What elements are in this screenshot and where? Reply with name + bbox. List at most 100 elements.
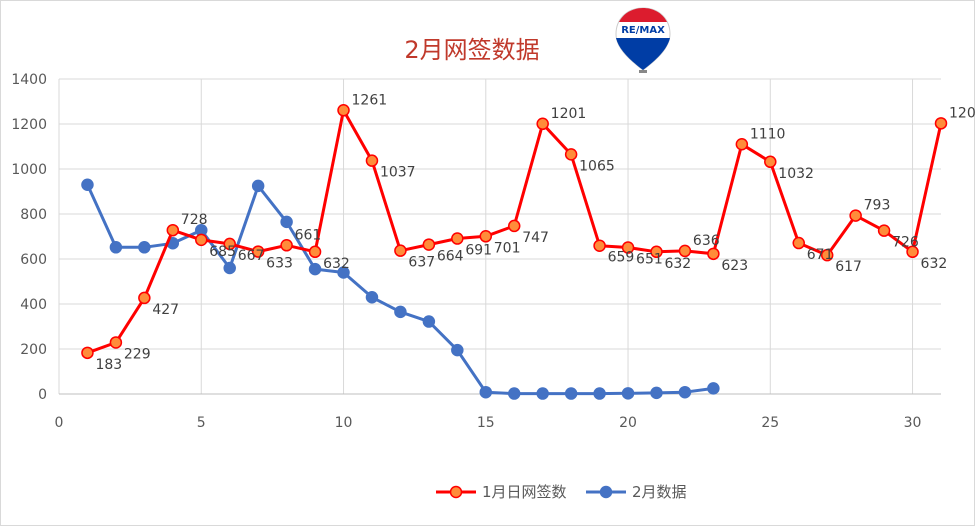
chart-title: 2月网签数据 <box>404 36 539 64</box>
data-point <box>138 291 151 305</box>
data-point <box>109 336 123 349</box>
y-tick-label: 400 <box>20 297 47 313</box>
x-tick-label: 15 <box>477 415 495 431</box>
data-point <box>451 343 464 357</box>
data-label: 637 <box>408 255 435 271</box>
data-label: 1110 <box>750 126 786 142</box>
data-point <box>536 117 549 131</box>
data-label: 623 <box>721 258 748 274</box>
data-point <box>593 239 606 252</box>
data-label: 661 <box>295 227 322 243</box>
data-label: 701 <box>494 240 521 256</box>
x-tick-label: 10 <box>335 415 353 431</box>
remax-balloon-logo: RE/MAX <box>615 7 671 73</box>
logo-lettering: RE/MAX <box>621 25 665 36</box>
data-label: 636 <box>693 233 720 249</box>
data-point <box>280 215 293 229</box>
data-point <box>621 241 635 254</box>
data-label: 617 <box>835 259 862 275</box>
legend: 1月日网签数 2月数据 <box>436 483 687 501</box>
data-label: 664 <box>437 249 464 265</box>
x-tick-label: 20 <box>619 415 637 431</box>
data-label: 1203 <box>949 105 975 121</box>
data-point <box>195 233 208 247</box>
legend-marker <box>599 485 613 499</box>
legend-label: 2月数据 <box>632 483 687 501</box>
data-point <box>138 241 151 254</box>
data-label: 1037 <box>380 165 416 181</box>
legend-marker <box>449 485 463 499</box>
data-point <box>337 104 350 117</box>
data-point <box>820 248 834 262</box>
data-point <box>678 244 692 258</box>
data-point <box>308 262 322 276</box>
data-point <box>422 315 436 328</box>
data-point <box>877 224 891 237</box>
data-point <box>906 245 919 259</box>
data-label: 728 <box>181 212 208 228</box>
data-label: 632 <box>921 256 948 272</box>
data-label: 793 <box>864 198 891 214</box>
data-point <box>564 387 578 400</box>
data-point <box>650 386 663 400</box>
data-label: 659 <box>608 250 635 266</box>
y-tick-label: 800 <box>20 207 47 223</box>
legend-item: 1月日网签数 <box>436 483 567 501</box>
data-point <box>223 261 236 275</box>
data-point <box>507 387 521 400</box>
data-label: 1261 <box>352 92 388 108</box>
series-layer <box>81 104 948 400</box>
data-point <box>251 245 265 258</box>
data-point <box>365 291 379 304</box>
data-label: 691 <box>465 243 492 259</box>
data-point <box>81 178 94 191</box>
data-point <box>280 239 293 252</box>
legend-label: 1月日网签数 <box>482 483 567 501</box>
x-tick-label: 30 <box>904 415 922 431</box>
x-tick-label: 0 <box>55 415 64 431</box>
y-tick-label: 0 <box>38 387 47 403</box>
x-tick-label: 25 <box>761 415 779 431</box>
data-label: 685 <box>209 244 236 260</box>
data-point <box>707 247 720 261</box>
data-point <box>934 117 948 130</box>
data-point <box>735 138 749 151</box>
data-label: 667 <box>238 248 265 264</box>
y-tick-label: 1400 <box>11 72 47 88</box>
data-label: 747 <box>522 230 549 246</box>
data-point <box>507 219 521 233</box>
data-point <box>365 154 379 167</box>
legend-item: 2月数据 <box>586 483 687 501</box>
data-point <box>707 382 720 395</box>
data-label: 632 <box>664 256 691 272</box>
data-point <box>593 387 606 400</box>
data-point <box>109 241 123 254</box>
data-label: 183 <box>95 357 122 373</box>
data-point <box>536 387 549 400</box>
y-tick-label: 1200 <box>11 117 47 133</box>
data-label: 1065 <box>579 158 615 174</box>
data-point <box>650 245 663 259</box>
data-point <box>166 223 180 237</box>
data-label: 651 <box>636 252 663 268</box>
data-point <box>792 236 805 250</box>
data-point <box>337 266 350 279</box>
series-group <box>81 104 948 360</box>
data-label: 427 <box>152 302 179 318</box>
data-point <box>422 238 436 251</box>
data-point <box>81 346 94 360</box>
data-label: 671 <box>807 247 834 263</box>
data-label: 633 <box>266 256 293 272</box>
data-point <box>394 244 407 257</box>
y-tick-label: 200 <box>20 342 47 358</box>
y-tick-label: 600 <box>20 252 47 268</box>
data-point <box>308 245 322 259</box>
data-point <box>479 230 493 243</box>
data-label: 632 <box>323 256 350 272</box>
data-point <box>564 148 578 161</box>
data-label: 726 <box>892 235 919 251</box>
x-tick-label: 5 <box>197 415 206 431</box>
